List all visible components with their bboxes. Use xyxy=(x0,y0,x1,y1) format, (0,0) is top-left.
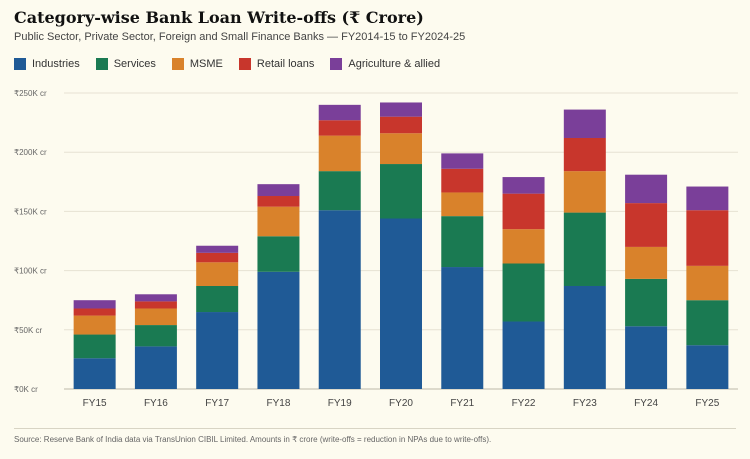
bar-segment xyxy=(73,358,116,389)
x-tick-label: FY18 xyxy=(267,398,291,409)
bar-segment xyxy=(196,285,239,313)
legend-swatch xyxy=(238,58,251,70)
bar-segment xyxy=(73,300,116,309)
bar-segment xyxy=(441,153,484,169)
x-tick-label: FY16 xyxy=(144,398,168,409)
y-tick-label: ₹250K cr xyxy=(14,89,47,98)
legend-label: MSME xyxy=(189,58,223,70)
bar-segment xyxy=(318,120,361,136)
legend-label: Services xyxy=(113,58,156,70)
source-note: Source: Reserve Bank of India data via T… xyxy=(14,435,492,444)
bar-segment xyxy=(134,294,177,302)
x-tick-label: FY23 xyxy=(573,398,597,409)
bar-segment xyxy=(380,133,422,165)
legend-item: Industries xyxy=(14,58,80,70)
bar-segment xyxy=(563,137,606,172)
x-tick-label: FY22 xyxy=(512,398,536,409)
legend-item: Services xyxy=(95,58,156,70)
bar-segment xyxy=(686,300,729,346)
y-tick-label: ₹200K cr xyxy=(14,148,47,157)
x-tick-label: FY19 xyxy=(328,398,352,409)
bar-segment xyxy=(441,216,484,268)
bar-segment xyxy=(134,325,177,347)
bar-segment xyxy=(686,186,729,211)
legend-item: MSME xyxy=(171,58,223,70)
bar-segment xyxy=(686,210,729,266)
bar-segment xyxy=(380,102,422,117)
bar-segment xyxy=(441,267,484,389)
bar-segment xyxy=(73,334,116,359)
bar-segment xyxy=(134,301,177,309)
legend-item: Retail loans xyxy=(238,58,315,70)
bar-segment xyxy=(196,312,239,389)
legend-label: Industries xyxy=(32,58,80,70)
bar-segment xyxy=(563,109,606,138)
bar-segment xyxy=(257,184,300,197)
x-tick-label: FY17 xyxy=(205,398,229,409)
bar-segment xyxy=(257,196,300,207)
bar-segment xyxy=(563,171,606,213)
legend-swatch xyxy=(171,58,184,70)
bar-segment xyxy=(625,174,668,204)
bar-segment xyxy=(318,104,361,121)
bar-segment xyxy=(380,116,422,134)
legend-swatch xyxy=(330,58,343,70)
bar-segment xyxy=(73,308,116,316)
x-tick-label: FY24 xyxy=(634,398,658,409)
legend-item: Agriculture & allied xyxy=(330,58,440,70)
bar-segment xyxy=(563,212,606,286)
bar-segment xyxy=(196,262,239,286)
bar-segment xyxy=(257,206,300,237)
bar-segment xyxy=(441,192,484,217)
bar-segment xyxy=(502,263,545,322)
bar-segment xyxy=(380,164,422,219)
x-tick-label: FY21 xyxy=(450,398,474,409)
legend-label: Agriculture & allied xyxy=(348,58,441,70)
bar-segment xyxy=(502,321,545,389)
bar-segment xyxy=(441,168,484,193)
bar-segment xyxy=(318,210,361,389)
bar-segment xyxy=(196,252,239,263)
bar-segment xyxy=(318,171,361,211)
bar-segment xyxy=(502,229,545,264)
bar-segment xyxy=(502,193,545,230)
bar-segment xyxy=(625,203,668,247)
x-tick-label: FY25 xyxy=(695,398,719,409)
bar-segment xyxy=(686,265,729,301)
x-tick-label: FY20 xyxy=(389,398,413,409)
bar-segment xyxy=(380,218,422,389)
bar-segment xyxy=(134,346,177,389)
bar-segment xyxy=(563,285,606,389)
bar-segment xyxy=(625,326,668,389)
bar-segment xyxy=(257,271,300,389)
bar-segment xyxy=(502,177,545,194)
y-tick-label: ₹0K cr xyxy=(14,385,38,394)
bar-segment xyxy=(625,246,668,279)
bar-segment xyxy=(73,315,116,335)
bar-segment xyxy=(318,135,361,172)
bar-segment xyxy=(134,308,177,326)
legend-swatch xyxy=(14,58,26,70)
legend-label: Retail loans xyxy=(256,58,315,70)
legend: Industries Services MSME Retail loans Agricu… xyxy=(14,58,440,70)
chart-title: Category-wise Bank Loan Write-offs (₹ Cr… xyxy=(14,8,424,27)
y-tick-label: ₹50K cr xyxy=(14,326,43,335)
footer-divider xyxy=(14,428,736,429)
bar-segment xyxy=(257,236,300,272)
y-tick-label: ₹100K cr xyxy=(14,267,47,276)
chart-subtitle: Public Sector, Private Sector, Foreign a… xyxy=(14,31,466,43)
legend-swatch xyxy=(95,58,108,70)
bar-segment xyxy=(196,245,239,253)
x-tick-label: FY15 xyxy=(83,398,107,409)
y-tick-label: ₹150K cr xyxy=(14,207,47,216)
bar-segment xyxy=(625,278,668,327)
bar-segment xyxy=(686,345,729,389)
